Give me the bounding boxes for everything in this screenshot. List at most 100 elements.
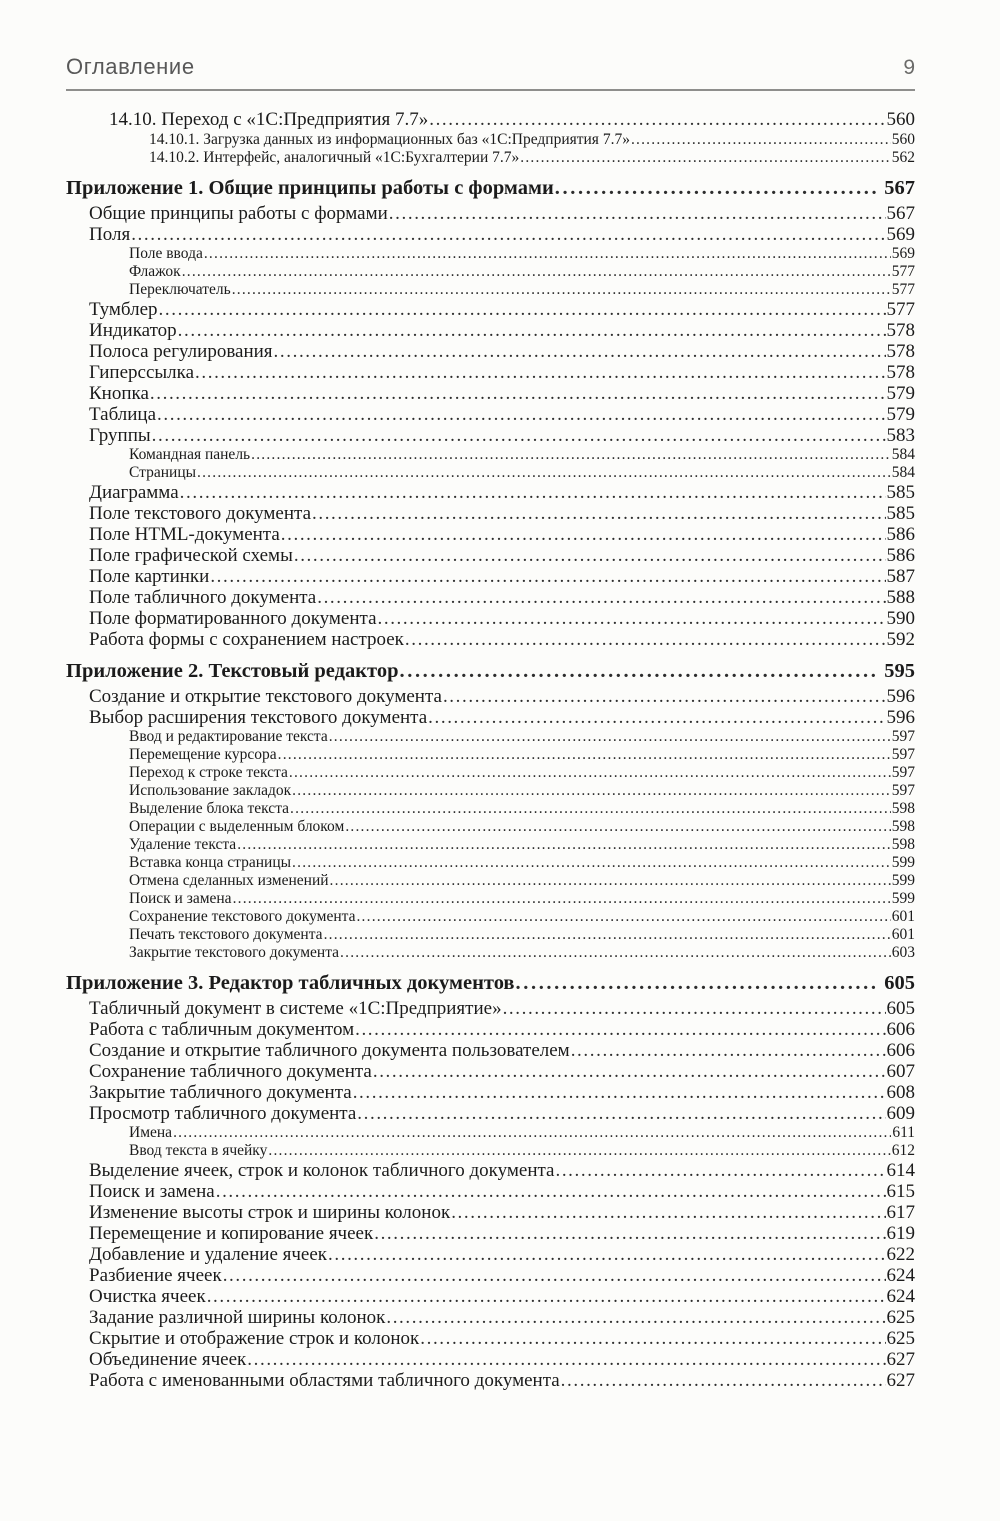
toc-entry-label[interactable]: Добавление и удаление ячеек	[89, 1244, 328, 1265]
toc-entry-label[interactable]: Страницы	[129, 464, 197, 481]
toc-entry-label[interactable]: Поиск и замена	[129, 890, 232, 907]
toc-entry-label[interactable]: Задание различной ширины колонок	[89, 1307, 386, 1328]
toc-entry[interactable]: Переход к строке текста 597	[66, 764, 915, 782]
toc-entry-label[interactable]: Приложение 2. Текстовый редактор	[66, 660, 399, 682]
toc-entry[interactable]: Поле текстового документа 585	[66, 503, 915, 524]
toc-entry-label[interactable]: Переключатель	[129, 281, 231, 298]
toc-entry-label[interactable]: Поле графической схемы	[89, 545, 293, 566]
toc-entry[interactable]: Отмена сделанных изменений 599	[66, 872, 915, 890]
toc-entry-label[interactable]: Кнопка	[89, 383, 149, 404]
toc-entry[interactable]: Операции с выделенным блоком 598	[66, 818, 915, 836]
toc-entry[interactable]: Перемещение и копирование ячеек 619	[66, 1223, 915, 1244]
toc-entry-label[interactable]: Отмена сделанных изменений	[129, 872, 329, 889]
toc-entry-label[interactable]: 14.10. Переход с «1С:Предприятия 7.7»	[109, 109, 429, 130]
toc-entry-label[interactable]: Создание и открытие текстового документа	[89, 686, 442, 707]
toc-entry[interactable]: Поля 569	[66, 224, 915, 245]
toc-entry[interactable]: Группы 583	[66, 425, 915, 446]
toc-entry[interactable]: Диаграмма 585	[66, 482, 915, 503]
toc-entry[interactable]: Задание различной ширины колонок 625	[66, 1307, 915, 1328]
toc-entry-label[interactable]: Работа с табличным документом	[89, 1019, 355, 1040]
toc-entry[interactable]: Выделение ячеек, строк и колонок табличн…	[66, 1160, 915, 1181]
toc-entry-label[interactable]: Операции с выделенным блоком	[129, 818, 345, 835]
toc-entry-label[interactable]: Таблица	[89, 404, 157, 425]
toc-entry-label[interactable]: Поле текстового документа	[89, 503, 311, 524]
toc-entry[interactable]: Полоса регулирования 578	[66, 341, 915, 362]
toc-entry[interactable]: Поиск и замена 615	[66, 1181, 915, 1202]
toc-entry[interactable]: Использование закладок 597	[66, 782, 915, 800]
toc-entry[interactable]: Изменение высоты строк и ширины колонок …	[66, 1202, 915, 1223]
toc-entry[interactable]: 14.10.2. Интерфейс, аналогичный «1С:Бухг…	[66, 149, 915, 167]
toc-entry[interactable]: Индикатор 578	[66, 320, 915, 341]
toc-entry-label[interactable]: Объединение ячеек	[89, 1349, 247, 1370]
toc-entry[interactable]: Гиперссылка 578	[66, 362, 915, 383]
toc-entry-label[interactable]: Сохранение табличного документа	[89, 1061, 372, 1082]
toc-entry-label[interactable]: Ввод и редактирование текста	[129, 728, 328, 745]
toc-entry-label[interactable]: Выделение блока текста	[129, 800, 290, 817]
toc-entry[interactable]: Работа формы с сохранением настроек 592	[66, 629, 915, 650]
toc-entry-label[interactable]: Гиперссылка	[89, 362, 195, 383]
toc-entry-label[interactable]: Перемещение курсора	[129, 746, 277, 763]
toc-entry-label[interactable]: Приложение 3. Редактор табличных докумен…	[66, 972, 515, 994]
toc-entry-label[interactable]: Изменение высоты строк и ширины колонок	[89, 1202, 451, 1223]
toc-entry-label[interactable]: Диаграмма	[89, 482, 179, 503]
toc-entry[interactable]: Табличный документ в системе «1С:Предпри…	[66, 998, 915, 1019]
toc-entry-label[interactable]: Индикатор	[89, 320, 177, 341]
toc-entry[interactable]: Скрытие и отображение строк и колонок 62…	[66, 1328, 915, 1349]
toc-entry-label[interactable]: Группы	[89, 425, 151, 446]
toc-entry-label[interactable]: Ввод текста в ячейку	[129, 1142, 268, 1159]
toc-entry-label[interactable]: Разбиение ячеек	[89, 1265, 222, 1286]
toc-entry-label[interactable]: Поля	[89, 224, 131, 245]
toc-entry[interactable]: Выделение блока текста 598	[66, 800, 915, 818]
toc-entry[interactable]: Тумблер 577	[66, 299, 915, 320]
toc-entry[interactable]: Сохранение табличного документа 607	[66, 1061, 915, 1082]
toc-entry[interactable]: Общие принципы работы с формами 567	[66, 203, 915, 224]
toc-entry[interactable]: Ввод и редактирование текста 597	[66, 728, 915, 746]
toc-entry-label[interactable]: Поле картинки	[89, 566, 210, 587]
toc-entry[interactable]: Создание и открытие табличного документа…	[66, 1040, 915, 1061]
toc-entry-label[interactable]: 14.10.1. Загрузка данных из информационн…	[149, 131, 630, 148]
toc-entry-label[interactable]: Поиск и замена	[89, 1181, 215, 1202]
toc-entry[interactable]: Разбиение ячеек 624	[66, 1265, 915, 1286]
toc-entry[interactable]: Приложение 2. Текстовый редактор 595	[66, 656, 915, 686]
toc-entry-label[interactable]: Имена	[129, 1124, 173, 1141]
toc-entry[interactable]: Поле табличного документа 588	[66, 587, 915, 608]
toc-entry-label[interactable]: Тумблер	[89, 299, 158, 320]
toc-entry-label[interactable]: Табличный документ в системе «1С:Предпри…	[89, 998, 502, 1019]
toc-entry[interactable]: Поле ввода 569	[66, 245, 915, 263]
toc-entry-label[interactable]: Приложение 1. Общие принципы работы с фо…	[66, 177, 554, 199]
toc-entry-label[interactable]: Закрытие текстового документа	[129, 944, 340, 961]
toc-entry[interactable]: Поле графической схемы 586	[66, 545, 915, 566]
toc-entry[interactable]: Закрытие текстового документа 603	[66, 944, 915, 962]
toc-entry[interactable]: Добавление и удаление ячеек 622	[66, 1244, 915, 1265]
toc-entry[interactable]: Имена 611	[66, 1124, 915, 1142]
toc-entry[interactable]: Переключатель 577	[66, 281, 915, 299]
toc-entry[interactable]: Страницы 584	[66, 464, 915, 482]
toc-entry-label[interactable]: Просмотр табличного документа	[89, 1103, 357, 1124]
toc-entry-label[interactable]: Поле ввода	[129, 245, 203, 262]
toc-entry[interactable]: Удаление текста 598	[66, 836, 915, 854]
toc-entry[interactable]: Флажок 577	[66, 263, 915, 281]
toc-entry[interactable]: Печать текстового документа 601	[66, 926, 915, 944]
toc-entry-label[interactable]: Скрытие и отображение строк и колонок	[89, 1328, 420, 1349]
toc-entry[interactable]: Поле форматированного документа 590	[66, 608, 915, 629]
toc-entry[interactable]: Выбор расширения текстового документа 59…	[66, 707, 915, 728]
toc-entry[interactable]: Поиск и замена 599	[66, 890, 915, 908]
toc-entry-label[interactable]: Сохранение текстового документа	[129, 908, 356, 925]
toc-entry[interactable]: Создание и открытие текстового документа…	[66, 686, 915, 707]
toc-entry[interactable]: Перемещение курсора 597	[66, 746, 915, 764]
toc-entry-label[interactable]: Очистка ячеек	[89, 1286, 206, 1307]
toc-entry-label[interactable]: 14.10.2. Интерфейс, аналогичный «1С:Бухг…	[149, 149, 520, 166]
toc-entry-label[interactable]: Поле табличного документа	[89, 587, 317, 608]
toc-entry[interactable]: Кнопка 579	[66, 383, 915, 404]
toc-entry-label[interactable]: Использование закладок	[129, 782, 292, 799]
toc-entry[interactable]: Поле HTML-документа 586	[66, 524, 915, 545]
toc-entry[interactable]: Очистка ячеек 624	[66, 1286, 915, 1307]
toc-entry[interactable]: Командная панель 584	[66, 446, 915, 464]
toc-entry-label[interactable]: Удаление текста	[129, 836, 237, 853]
toc-entry-label[interactable]: Полоса регулирования	[89, 341, 273, 362]
toc-entry-label[interactable]: Переход к строке текста	[129, 764, 288, 781]
toc-entry-label[interactable]: Командная панель	[129, 446, 251, 463]
toc-entry[interactable]: 14.10.1. Загрузка данных из информационн…	[66, 131, 915, 149]
toc-entry-label[interactable]: Создание и открытие табличного документа…	[89, 1040, 570, 1061]
toc-entry-label[interactable]: Вставка конца страницы	[129, 854, 292, 871]
